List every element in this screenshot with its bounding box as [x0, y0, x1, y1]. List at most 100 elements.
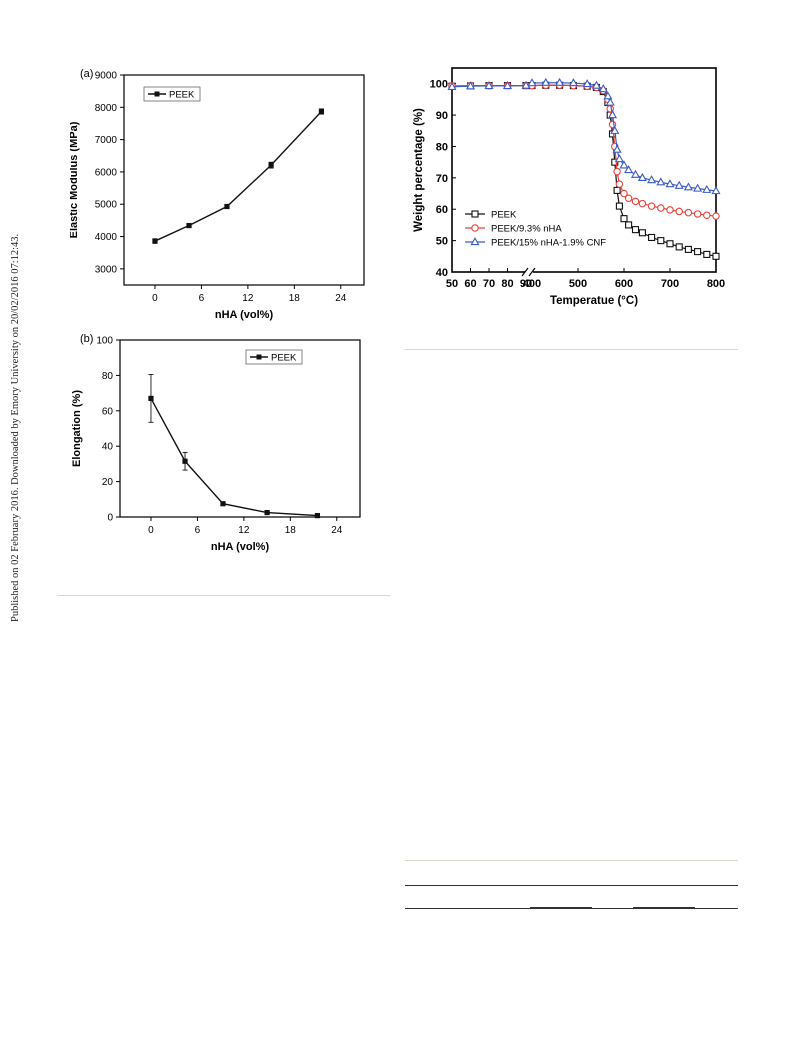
data-point-peek-nha: [693, 210, 702, 218]
y-tick-label: 100: [430, 79, 448, 91]
divider-right-top: [405, 349, 738, 350]
series-line-peek: [150, 398, 318, 517]
data-point-peek: [684, 245, 692, 253]
y-axis-label: Elongation (%): [71, 390, 83, 467]
x-tick-label: 6: [195, 525, 201, 536]
data-point-peek-nha-cnf: [447, 81, 457, 90]
data-point-peek-nha-cnf: [656, 177, 666, 186]
table-rule-segment-1: [530, 907, 592, 909]
data-point: [186, 222, 192, 229]
legend-label: PEEK: [491, 210, 517, 221]
data-point-peek-nha-cnf: [619, 160, 629, 169]
data-point-peek-nha-cnf: [582, 79, 592, 88]
x-tick-label: 12: [238, 525, 250, 536]
y-tick-label: 70: [436, 173, 448, 185]
y-tick-label: 6000: [95, 167, 118, 178]
x-tick-label: 600: [615, 278, 633, 290]
y-tick-label: 60: [436, 204, 448, 216]
data-point-peek-nha-cnf: [612, 144, 622, 153]
plot-frame: [451, 67, 717, 273]
data-point: [182, 458, 188, 464]
axis-break-mark: [528, 267, 536, 277]
y-axis-label: Elastic Modulus (MPa): [70, 121, 80, 238]
y-tick-label: 40: [102, 442, 114, 453]
legend-label: PEEK/15% nHA-1.9% CNF: [491, 238, 606, 249]
x-axis-label: nHA (vol%): [211, 541, 270, 553]
data-point-peek-nha: [675, 207, 683, 216]
elastic-modulus-chart: (a) 3000 4000 5000 6000 7000 8000 9000 0 6 12 18 24 n…: [70, 68, 365, 321]
panel-label: (a): [80, 68, 93, 80]
legend-marker: [471, 210, 479, 218]
data-point-peek: [620, 215, 628, 223]
data-point-peek-nha-cnf: [527, 78, 537, 87]
legend-label: PEEK: [271, 353, 297, 364]
x-tick-label: 24: [331, 525, 343, 536]
data-point-peek-nha-cnf: [665, 179, 675, 188]
data-point: [148, 395, 154, 402]
y-tick-label: 5000: [95, 200, 118, 211]
legend-box: [143, 86, 201, 102]
y-tick-label: 4000: [95, 232, 118, 243]
x-tick-label: 400: [523, 278, 541, 290]
y-tick-label: 7000: [95, 135, 118, 146]
data-point-peek-nha-cnf: [647, 175, 657, 184]
data-point-peek-nha-cnf: [607, 110, 618, 119]
panel-label: (b): [80, 333, 93, 345]
data-point-peek-nha-cnf: [624, 165, 634, 174]
data-point-peek-nha: [703, 211, 711, 219]
x-axis-label: nHA (vol%): [215, 309, 274, 321]
x-tick-label: 800: [707, 278, 725, 290]
data-point-peek: [638, 229, 646, 237]
data-point-peek-nha-cnf: [711, 186, 721, 195]
elongation-chart: (b) 0 20 40 60 80 100 0 6 12 18 24 nHA (vol%) Elongat…: [71, 333, 361, 553]
x-tick-label: 0: [152, 293, 158, 304]
data-point-peek: [675, 243, 683, 251]
y-tick-label: 100: [96, 336, 113, 347]
data-point: [264, 509, 270, 516]
x-tick-label: 18: [285, 525, 297, 536]
x-tick-label: 18: [289, 293, 301, 304]
data-point-peek: [631, 226, 640, 234]
legend-marker: [256, 354, 262, 360]
x-tick-label: 80: [501, 278, 513, 290]
data-point-peek-nha-cnf: [502, 80, 513, 90]
axis-break-mark: [521, 267, 529, 277]
axis-break-gap: [525, 268, 533, 276]
data-point-peek-nha-cnf: [484, 80, 494, 90]
publication-note-text: Published on 02 February 2016. Downloade…: [10, 233, 21, 622]
divider-right-lower: [405, 860, 738, 861]
data-point-peek: [712, 252, 720, 260]
legend-box: [245, 349, 303, 365]
data-point-peek-nha: [624, 194, 633, 202]
divider-left-bottom: [57, 595, 390, 596]
x-tick-label: 24: [335, 293, 347, 304]
table-rule-top: [405, 885, 738, 886]
data-point-peek-nha-cnf: [541, 77, 551, 86]
y-tick-label: 3000: [95, 264, 118, 275]
data-point-peek-nha-cnf: [693, 183, 703, 192]
data-point-peek-nha-cnf: [702, 184, 712, 193]
data-point-peek: [615, 202, 623, 210]
x-tick-label: 6: [199, 293, 205, 304]
data-point-peek-nha-cnf: [555, 77, 565, 86]
y-tick-label: 40: [436, 267, 448, 279]
data-point-peek: [613, 186, 621, 194]
data-point-peek-nha-cnf: [568, 78, 578, 87]
series-line-peek-nha-cnf: [531, 82, 717, 192]
y-axis-label: Weight percentage (%): [413, 108, 425, 232]
y-tick-label: 50: [436, 236, 448, 248]
data-point-peek-nha-cnf: [603, 91, 613, 100]
data-point: [152, 238, 158, 244]
x-tick-label: 0: [148, 525, 154, 536]
data-point: [268, 162, 274, 168]
data-point-peek-nha-cnf: [683, 182, 693, 191]
data-point-peek-nha: [712, 212, 720, 220]
plot-frame: [119, 339, 361, 518]
plot-frame: [123, 74, 365, 286]
data-point-peek-nha-cnf: [598, 84, 608, 93]
legend-label: PEEK/9.3% nHA: [491, 224, 562, 235]
data-point-peek: [648, 233, 656, 242]
series-line-peek: [154, 111, 322, 242]
y-tick-label: 90: [436, 110, 448, 122]
